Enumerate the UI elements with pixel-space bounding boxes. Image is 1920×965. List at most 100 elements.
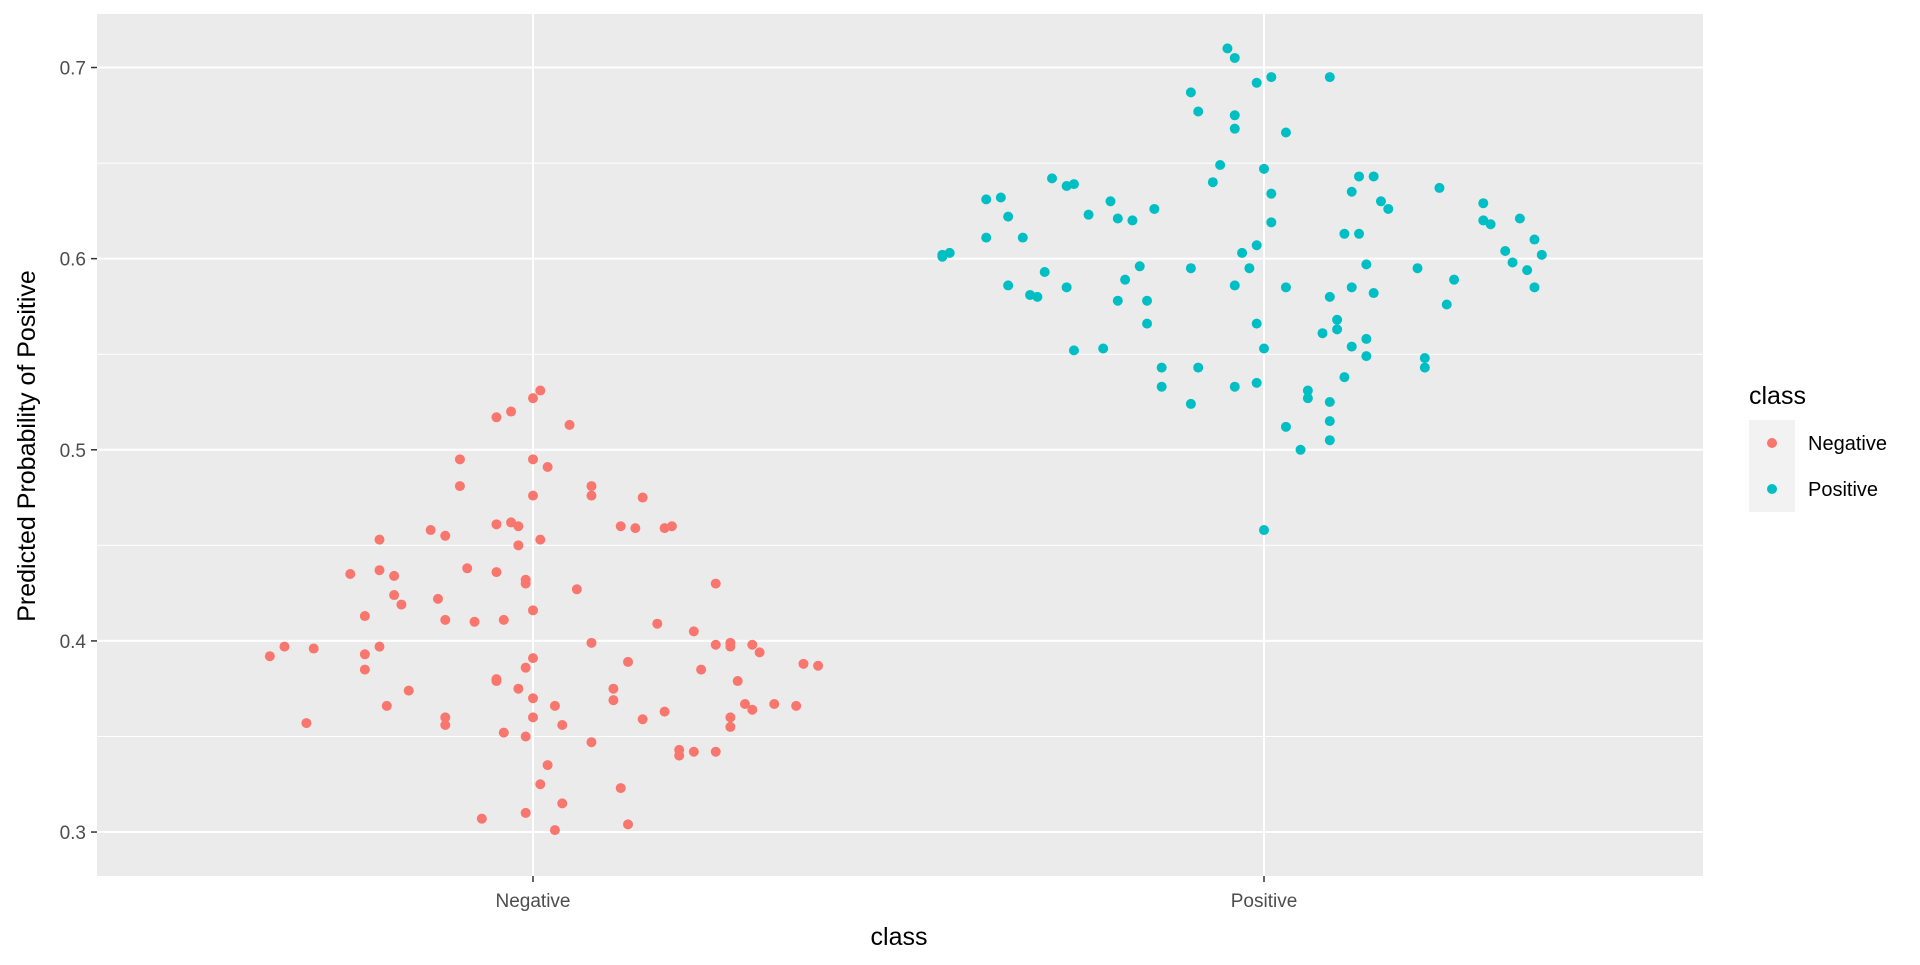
data-point-negative (586, 737, 597, 748)
data-point-positive (1017, 232, 1028, 243)
data-point-positive (1368, 171, 1379, 182)
y-tick-label: 0.3 (60, 823, 86, 844)
data-point-negative (623, 819, 634, 830)
data-point-negative (528, 490, 538, 501)
data-point-negative (432, 593, 443, 604)
data-point-positive (1120, 274, 1131, 285)
data-point-negative (528, 693, 538, 704)
data-point-positive (1185, 87, 1196, 98)
data-point-positive (1259, 343, 1269, 354)
data-point-negative (491, 519, 502, 530)
panel-background (97, 14, 1703, 876)
data-point-positive (1536, 249, 1547, 260)
data-point-positive (1346, 186, 1357, 197)
data-point-negative (725, 721, 736, 732)
data-point-positive (1047, 173, 1058, 184)
data-point-negative (739, 698, 750, 709)
data-point-positive (1419, 353, 1430, 364)
data-point-positive (1098, 343, 1109, 354)
data-point-negative (710, 578, 721, 589)
data-point-positive (1368, 288, 1379, 299)
data-point-positive (1485, 219, 1496, 230)
data-point-positive (1346, 282, 1357, 293)
data-point-positive (1419, 362, 1430, 373)
data-point-negative (637, 492, 648, 503)
legend-title: class (1749, 382, 1806, 410)
data-point-positive (1339, 228, 1350, 239)
data-point-positive (1185, 263, 1196, 274)
data-point-positive (1142, 318, 1153, 329)
data-point-positive (1083, 209, 1094, 220)
data-point-negative (520, 807, 531, 818)
data-point-negative (586, 637, 597, 648)
data-point-negative (769, 698, 780, 709)
data-point-positive (1280, 127, 1291, 138)
data-point-positive (1156, 362, 1167, 373)
data-point-positive (1068, 179, 1079, 190)
data-point-positive (1324, 291, 1335, 302)
data-point-negative (491, 412, 502, 423)
data-point-positive (944, 247, 955, 258)
data-point-negative (462, 563, 473, 574)
data-point-negative (498, 727, 509, 738)
data-point-negative (374, 641, 385, 652)
x-tick-label: Positive (1231, 891, 1298, 912)
data-point-positive (1244, 263, 1255, 274)
data-point-positive (1295, 444, 1306, 455)
legend-key-positive (1767, 484, 1777, 494)
data-point-negative (359, 611, 370, 622)
data-point-negative (506, 406, 517, 417)
y-tick-label: 0.4 (60, 632, 87, 653)
data-point-positive (1354, 171, 1365, 182)
data-point-positive (1346, 341, 1357, 352)
data-point-positive (1237, 247, 1248, 258)
data-point-positive (1134, 261, 1145, 272)
data-point-negative (528, 454, 538, 465)
data-point-positive (1003, 211, 1014, 222)
data-point-positive (1529, 282, 1540, 293)
data-point-positive (1383, 203, 1394, 214)
data-point-positive (1061, 282, 1072, 293)
data-point-positive (1332, 324, 1343, 335)
data-point-positive (1039, 267, 1050, 278)
data-point-negative (813, 660, 824, 671)
data-point-positive (1361, 333, 1372, 344)
data-point-negative (747, 704, 758, 715)
data-point-positive (1500, 246, 1511, 257)
x-axis-title: class (871, 923, 928, 951)
data-point-positive (1251, 318, 1262, 329)
data-point-negative (396, 599, 407, 610)
data-point-positive (1449, 274, 1460, 285)
data-point-positive (981, 194, 992, 205)
data-point-positive (1259, 525, 1269, 536)
data-point-positive (1207, 177, 1218, 188)
data-point-positive (1193, 106, 1204, 117)
data-point-negative (586, 490, 597, 501)
data-point-negative (528, 393, 538, 404)
axes-layer: class Predicted Probability of Positive … (13, 59, 1297, 951)
data-point-negative (652, 618, 663, 629)
data-point-negative (688, 746, 699, 757)
data-point-positive (1229, 381, 1240, 392)
data-point-negative (696, 664, 707, 675)
data-point-negative (688, 626, 699, 637)
data-point-negative (725, 712, 736, 723)
data-point-negative (498, 614, 509, 625)
data-point-negative (571, 584, 582, 595)
data-point-negative (389, 590, 400, 601)
data-point-negative (440, 614, 451, 625)
data-point-positive (1229, 123, 1240, 134)
data-point-negative (520, 578, 531, 589)
x-tick-label: Negative (496, 891, 571, 912)
data-point-negative (476, 813, 487, 824)
data-point-positive (1266, 72, 1277, 83)
data-point-positive (1251, 77, 1262, 88)
data-point-negative (528, 605, 538, 616)
data-point-negative (732, 676, 743, 687)
data-point-negative (513, 540, 524, 551)
data-point-positive (1361, 351, 1372, 362)
data-point-negative (520, 731, 531, 742)
data-point-positive (1112, 213, 1123, 224)
data-point-negative (608, 695, 619, 706)
data-point-negative (725, 637, 736, 648)
